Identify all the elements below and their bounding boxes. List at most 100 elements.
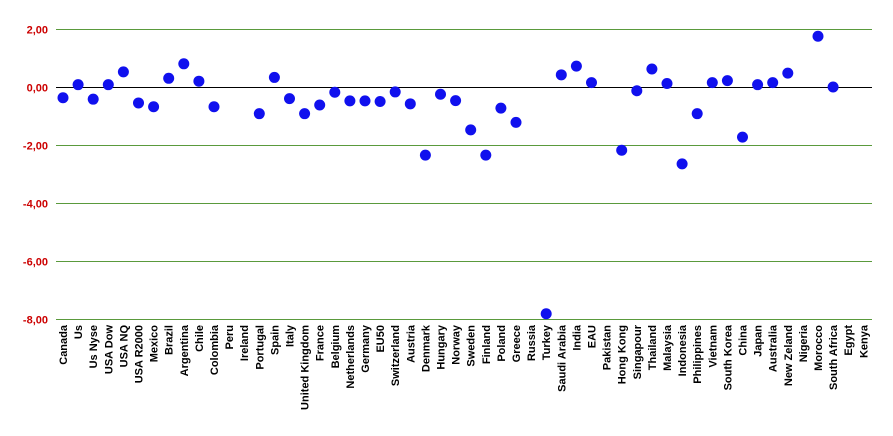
x-tick-label: South Africa [828,324,840,390]
data-point [661,78,673,90]
x-axis-ticks: Canada Us Us Nyse USA Dow USA NQ USA R2000 Mex… [58,324,870,410]
y-tick-label: -8,00 [23,315,48,327]
x-tick-label: New Zeland [783,325,795,386]
x-tick-label: Mexico [149,325,161,363]
data-point [148,101,160,113]
x-tick-label: Chile [194,325,206,352]
data-point [389,86,401,98]
x-tick-label: India [571,324,583,351]
x-tick-label: Pakistan [602,325,614,371]
x-tick-label: Norway [451,324,463,365]
y-axis-ticks: 2,00 0,00 -2,00 -4,00 -6,00 -8,00 [23,25,48,327]
x-tick-label: Denmark [420,324,432,372]
x-tick-label: Morocco [813,325,825,371]
data-point [540,308,552,320]
x-tick-label: Peru [224,325,236,349]
data-point [782,67,794,79]
x-tick-label: Colombia [209,324,221,375]
x-tick-label: Japan [753,325,765,357]
data-point [359,95,371,107]
x-tick-label: Netherlands [345,325,357,389]
data-point [631,85,643,97]
x-tick-label: Portugal [254,325,266,370]
x-tick-label: EAU [587,325,599,348]
data-point [827,81,839,93]
x-tick-label: EU50 [375,325,387,353]
y-tick-label: -6,00 [23,257,48,269]
data-point [102,79,114,91]
data-point [480,149,492,161]
data-point [435,88,446,100]
data-point [314,99,326,111]
data-point [87,93,99,105]
x-tick-label: Russia [526,324,538,361]
x-tick-label: Philippines [692,325,704,384]
data-point [374,96,386,107]
x-tick-label: USA R2000 [134,325,146,383]
x-tick-label: Hong Kong [617,325,629,384]
data-point [253,108,265,120]
x-tick-label: Nigeria [798,324,810,362]
x-tick-label: USA Dow [103,325,115,375]
x-tick-label: Brazil [164,325,176,355]
x-tick-label: Switzerland [390,325,402,386]
data-point [767,77,779,89]
data-point [752,79,764,91]
x-tick-label: Egypt [843,325,855,356]
data-point [133,97,144,109]
x-tick-label: Ireland [239,325,251,361]
x-tick-label: Vietnam [707,325,719,368]
data-point [193,75,205,87]
data-point [57,92,69,104]
data-point [510,116,522,128]
x-tick-label: Poland [496,325,508,362]
data-point [721,75,733,87]
x-tick-label: Sweden [466,325,478,367]
data-point [329,86,341,98]
data-point [586,77,597,89]
data-point [495,102,507,114]
x-tick-label: China [738,324,750,355]
x-tick-label: Us [73,325,85,339]
x-tick-label: Indonesia [677,324,689,376]
data-point [72,79,84,91]
data-point [178,58,190,70]
data-point [616,144,628,156]
y-tick-label: 0,00 [27,83,48,95]
x-tick-label: Argentina [179,324,191,376]
x-tick-label: Canada [58,324,70,365]
data-point [299,108,311,120]
data-point [676,158,688,170]
data-point [465,124,477,136]
x-tick-label: Us Nyse [88,325,100,368]
x-tick-label: Belgium [330,325,342,369]
x-tick-label: Finland [481,325,493,364]
data-points [57,30,839,320]
x-tick-label: Singapour [632,324,644,379]
x-tick-label: USA NQ [118,325,130,368]
x-tick-label: Turkey [541,324,553,360]
x-tick-label: Spain [269,325,281,355]
x-tick-label: Austria [405,324,417,363]
data-point [691,108,703,120]
x-tick-label: United Kingdom [300,325,312,410]
data-point [419,149,431,161]
x-tick-label: South Korea [722,324,734,390]
grid-lines [56,29,872,320]
data-point [284,93,295,105]
x-tick-label: Greece [511,325,523,362]
data-point [706,77,718,89]
data-point [450,95,462,107]
x-tick-label: Germany [360,324,372,373]
x-tick-label: Saudi Arabia [556,324,568,392]
data-point [344,95,356,107]
x-tick-label: Italy [285,324,297,347]
x-tick-label: France [315,325,327,361]
data-point [268,71,280,83]
data-point [555,69,567,81]
y-tick-label: 2,00 [27,25,48,37]
data-point [737,131,748,143]
x-tick-label: Hungary [436,324,448,370]
data-point [163,72,175,84]
data-point [404,98,416,110]
